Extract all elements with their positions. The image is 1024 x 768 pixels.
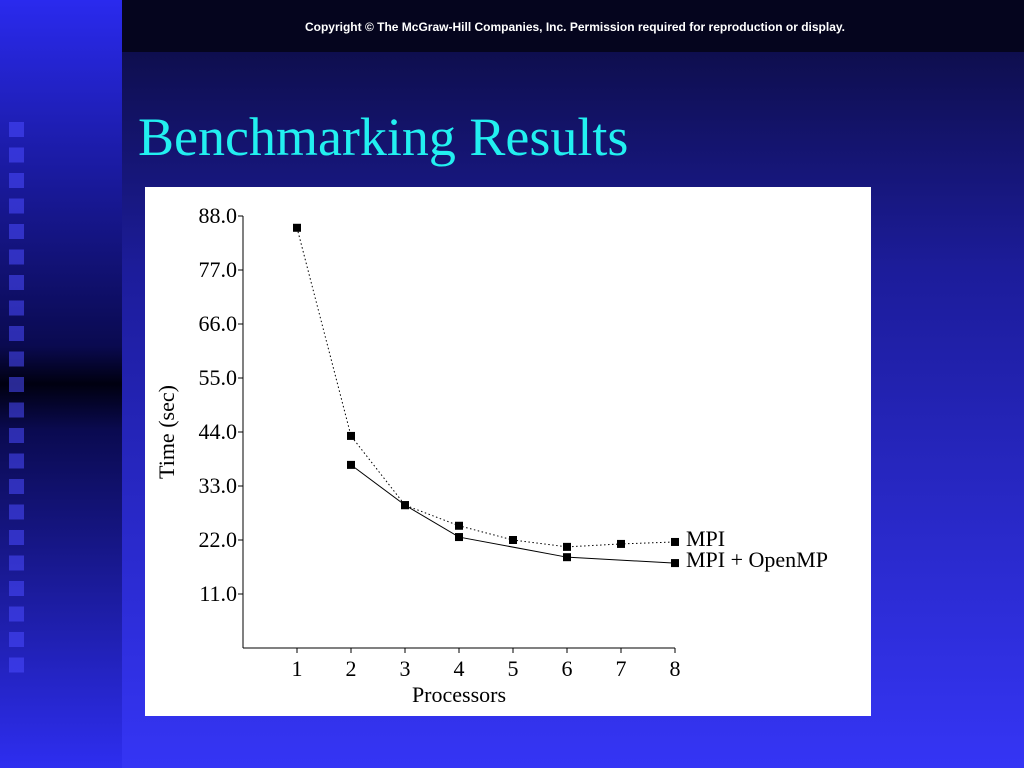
decor-square <box>9 581 24 596</box>
x-axis-label: Processors <box>412 682 506 707</box>
series-marker <box>671 537 679 546</box>
y-axis-label: Time (sec) <box>154 385 179 479</box>
series-marker <box>455 521 463 530</box>
decor-square <box>9 173 24 188</box>
y-tick-label: 66.0 <box>199 311 238 336</box>
top-bar <box>122 0 1024 52</box>
series-marker <box>455 533 463 542</box>
x-tick-label: 3 <box>400 656 411 681</box>
decor-square <box>9 606 24 622</box>
slide-title: Benchmarking Results <box>138 107 628 167</box>
series-marker <box>617 539 625 548</box>
series-marker <box>293 223 301 232</box>
decor-square <box>9 275 24 290</box>
series-marker <box>671 559 679 568</box>
decor-square <box>9 351 24 367</box>
x-tick-label: 6 <box>562 656 573 681</box>
decor-square <box>9 632 24 647</box>
series-marker <box>509 536 517 544</box>
decor-square <box>9 555 24 571</box>
decor-square <box>9 453 24 469</box>
decor-square <box>9 300 24 316</box>
series-marker <box>347 431 355 440</box>
legend-label: MPI <box>686 526 725 551</box>
decor-square <box>9 122 24 137</box>
decor-square <box>9 198 24 214</box>
chart-panel <box>145 187 871 716</box>
decor-square <box>9 530 24 545</box>
y-tick-label: 55.0 <box>199 365 238 390</box>
series-marker <box>563 542 571 551</box>
x-tick-label: 8 <box>670 656 681 681</box>
x-tick-label: 5 <box>508 656 519 681</box>
decor-square <box>9 249 24 265</box>
series-line <box>296 227 676 548</box>
chart: 11.0 22.0 33.0 44.0 55.0 66.0 77.0 88.0 1 2 3 4 5 6 7 8… <box>154 203 828 707</box>
y-tick-label: 88.0 <box>199 203 238 228</box>
decor-square <box>9 326 24 341</box>
decor-square <box>9 147 24 163</box>
y-tick-label: 22.0 <box>199 527 238 552</box>
x-tick-label: 1 <box>292 656 303 681</box>
y-tick-label: 44.0 <box>199 419 238 444</box>
y-tick-label: 33.0 <box>199 473 238 498</box>
decor-square <box>9 428 24 443</box>
decor-square <box>9 402 24 418</box>
series-marker <box>563 553 571 562</box>
decor-square <box>9 479 24 494</box>
decor-square <box>9 377 24 392</box>
x-tick-label: 4 <box>454 656 465 681</box>
x-tick-label: 7 <box>616 656 627 681</box>
series-marker <box>401 501 409 510</box>
copyright: Copyright © The McGraw-Hill Companies, I… <box>305 20 845 34</box>
decor-square <box>9 224 24 239</box>
series-marker <box>347 460 355 469</box>
decor-square <box>9 504 24 520</box>
decor-square <box>9 657 24 673</box>
x-tick-label: 2 <box>346 656 357 681</box>
legend-label: MPI + OpenMP <box>686 547 828 572</box>
y-tick-label: 11.0 <box>199 581 237 606</box>
y-tick-label: 77.0 <box>199 257 238 282</box>
